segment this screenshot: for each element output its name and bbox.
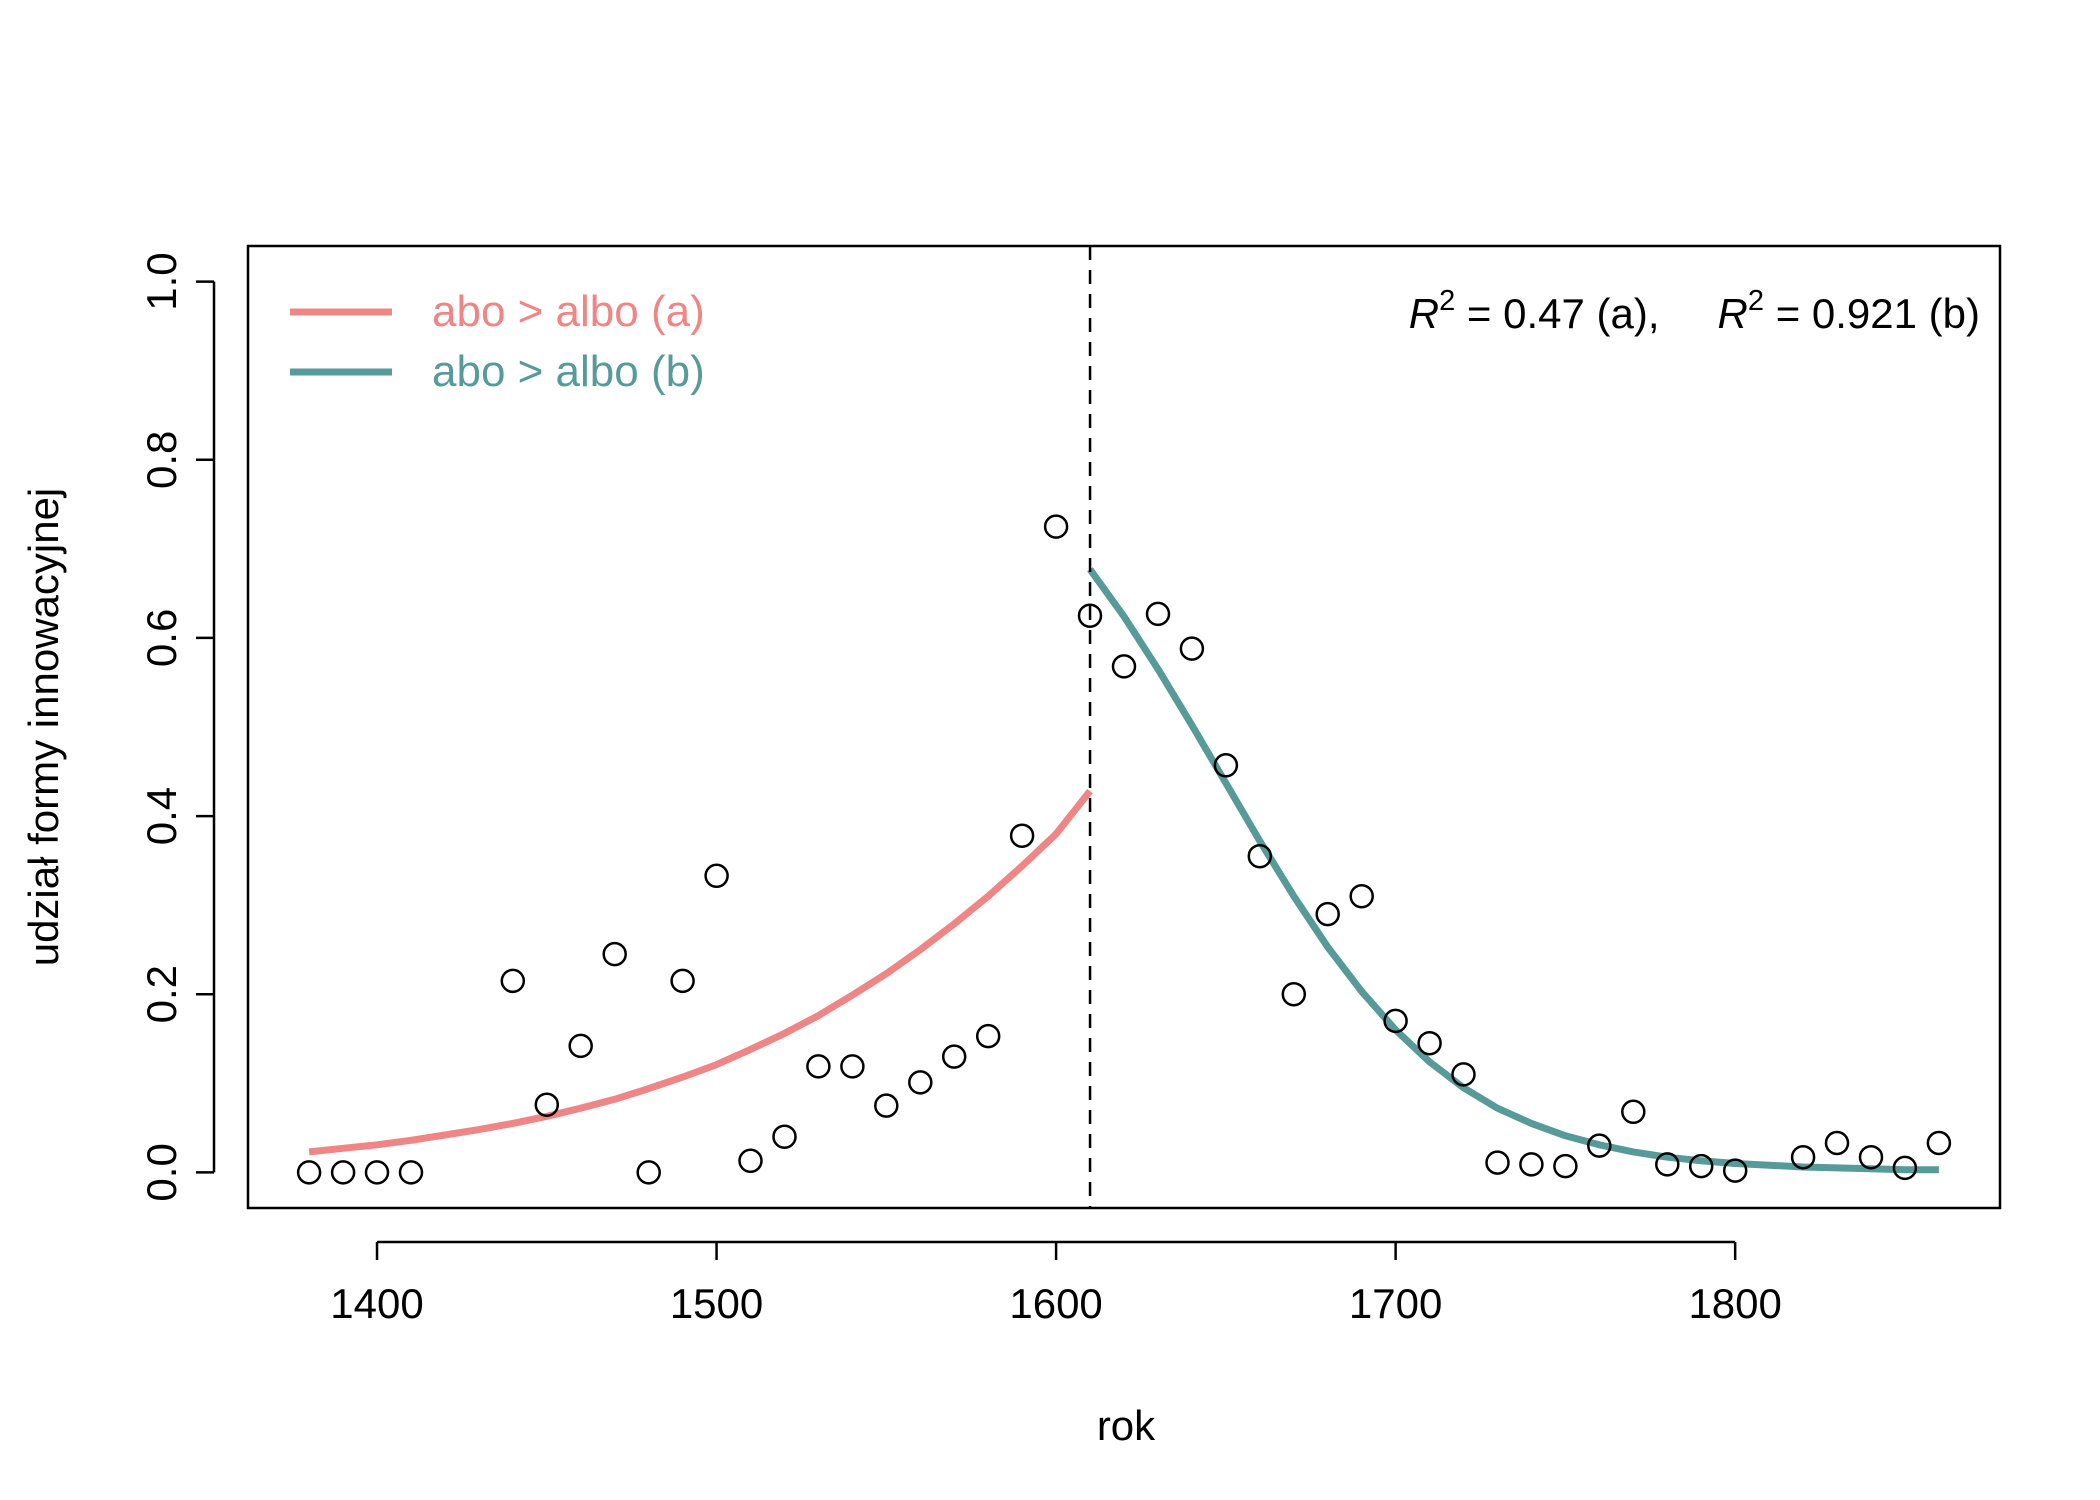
x-tick-label: 1400 bbox=[330, 1280, 423, 1327]
data-point bbox=[772, 1124, 797, 1149]
y-axis-label: udział formy innowacyjnej bbox=[20, 488, 67, 967]
data-point bbox=[1179, 636, 1205, 661]
data-point bbox=[908, 1070, 933, 1095]
fit-curve-a bbox=[308, 788, 1093, 1156]
r-symbol-a: R bbox=[1409, 290, 1439, 337]
data-point bbox=[1722, 1158, 1748, 1183]
data-point bbox=[1485, 1150, 1510, 1175]
legend: abo > albo (a) abo > albo (b) bbox=[290, 287, 705, 396]
data-point bbox=[636, 1160, 661, 1185]
data-point bbox=[941, 1044, 967, 1069]
data-point bbox=[1587, 1133, 1612, 1158]
data-point bbox=[1111, 654, 1137, 679]
data-point bbox=[1926, 1130, 1952, 1156]
data-point bbox=[1247, 843, 1273, 869]
data-point bbox=[602, 941, 627, 967]
data-point bbox=[364, 1160, 390, 1185]
x-tick-label: 1500 bbox=[670, 1280, 763, 1327]
y-axis: 0.0 0.2 0.4 0.6 0.8 1.0 bbox=[138, 252, 216, 1202]
data-point bbox=[1043, 514, 1069, 539]
data-point bbox=[296, 1160, 322, 1185]
y-tick-label: 0.4 bbox=[138, 787, 185, 845]
legend-label-b: abo > albo (b) bbox=[432, 347, 705, 396]
data-point bbox=[670, 968, 695, 994]
data-point bbox=[1383, 1008, 1408, 1034]
data-point bbox=[534, 1092, 560, 1117]
data-point bbox=[1417, 1030, 1442, 1056]
data-point bbox=[1858, 1144, 1884, 1170]
plot-frame bbox=[246, 244, 2002, 1210]
y-tick-label: 1.0 bbox=[138, 252, 185, 310]
r-squared-b-value: = 0.921 (b) bbox=[1764, 290, 1980, 337]
legend-label-a: abo > albo (a) bbox=[432, 287, 705, 336]
x-tick-label: 1700 bbox=[1349, 1280, 1442, 1327]
y-tick-label: 0.6 bbox=[138, 609, 185, 667]
y-tick-label: 0.0 bbox=[138, 1143, 185, 1201]
data-point bbox=[1145, 601, 1171, 627]
data-point bbox=[1892, 1155, 1918, 1181]
data-point bbox=[840, 1054, 865, 1079]
r-symbol-b: R bbox=[1718, 290, 1748, 337]
data-point bbox=[806, 1054, 831, 1079]
x-tick-label: 1600 bbox=[1009, 1280, 1102, 1327]
r-exponent-a: 2 bbox=[1439, 285, 1455, 317]
data-point bbox=[500, 968, 526, 994]
data-point bbox=[1349, 883, 1374, 909]
x-axis: 1400 1500 1600 1700 1800 bbox=[330, 1240, 1782, 1327]
data-point bbox=[398, 1160, 424, 1185]
x-tick-label: 1800 bbox=[1688, 1280, 1781, 1327]
data-point bbox=[1655, 1152, 1680, 1177]
data-point bbox=[1621, 1099, 1646, 1125]
data-point bbox=[1451, 1062, 1476, 1087]
data-point bbox=[704, 863, 729, 889]
r-squared-annotation: R2 = 0.47 (a), R2 = 0.921 (b) bbox=[1409, 285, 1980, 337]
data-point bbox=[975, 1023, 1001, 1049]
data-point bbox=[330, 1160, 356, 1185]
data-point bbox=[738, 1148, 763, 1174]
data-point bbox=[1824, 1130, 1850, 1156]
r-exponent-b: 2 bbox=[1748, 285, 1764, 317]
data-point bbox=[1077, 603, 1103, 628]
data-point bbox=[874, 1093, 899, 1118]
data-point bbox=[1688, 1153, 1714, 1179]
data-point bbox=[1553, 1153, 1578, 1179]
y-tick-label: 0.2 bbox=[138, 965, 185, 1023]
data-point bbox=[1009, 823, 1035, 848]
y-tick-label: 0.8 bbox=[138, 431, 185, 489]
x-axis-label: rok bbox=[1097, 1402, 1156, 1449]
data-point bbox=[1213, 753, 1239, 778]
data-points bbox=[296, 514, 1952, 1185]
data-point bbox=[1281, 981, 1307, 1007]
data-point bbox=[1519, 1152, 1544, 1177]
data-point bbox=[568, 1033, 593, 1059]
data-point bbox=[1790, 1144, 1816, 1170]
data-point bbox=[1315, 901, 1340, 927]
r-squared-a-value: = 0.47 (a), bbox=[1455, 290, 1659, 337]
